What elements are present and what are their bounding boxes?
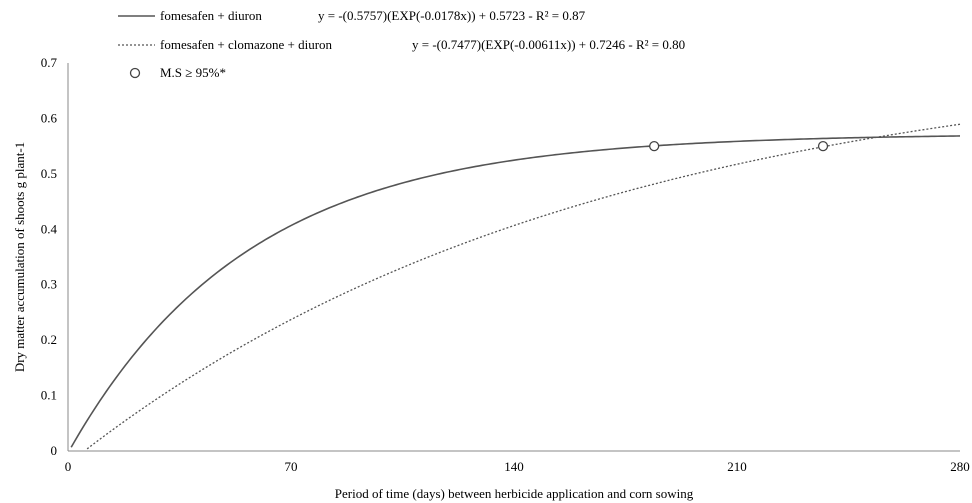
x-tick-label: 140 [504,459,524,474]
x-tick-label: 280 [950,459,970,474]
x-axis-title: Period of time (days) between herbicide … [335,486,694,501]
x-tick-labels: 0 70 140 210 280 [65,459,970,474]
legend-equation-series-1: y = -(0.5757)(EXP(-0.0178x)) + 0.5723 - … [318,8,586,23]
legend-label-series-1: fomesafen + diuron [160,8,262,23]
y-tick-label: 0.2 [41,332,57,347]
series-line-fomesafen-clomazone-diuron [86,123,961,450]
x-tick-label: 0 [65,459,72,474]
x-tick-label: 70 [285,459,298,474]
y-tick-label: 0.5 [41,166,57,181]
legend-label-marker: M.S ≥ 95%* [160,65,226,80]
y-tick-labels: 0 0.1 0.2 0.3 0.4 0.5 0.6 0.7 [41,55,58,458]
legend-label-series-2: fomesafen + clomazone + diuron [160,37,333,52]
y-tick-label: 0.1 [41,388,57,403]
marker-point-series-1 [649,140,660,152]
y-tick-label: 0.7 [41,55,58,70]
y-tick-label: 0 [51,443,58,458]
legend: fomesafen + diuron y = -(0.5757)(EXP(-0.… [118,8,685,80]
marker-point-series-2 [817,140,829,152]
legend-equation-series-2: y = -(0.7477)(EXP(-0.00611x)) + 0.7246 -… [412,37,685,52]
y-tick-label: 0.3 [41,277,57,292]
y-tick-label: 0.6 [41,110,58,125]
series-line-fomesafen-diuron [70,135,961,448]
x-tick-label: 210 [727,459,747,474]
y-tick-label: 0.4 [41,221,58,236]
y-axis-title: Dry matter accumulation of shoots g plan… [12,142,27,372]
legend-marker-circle [129,67,141,79]
